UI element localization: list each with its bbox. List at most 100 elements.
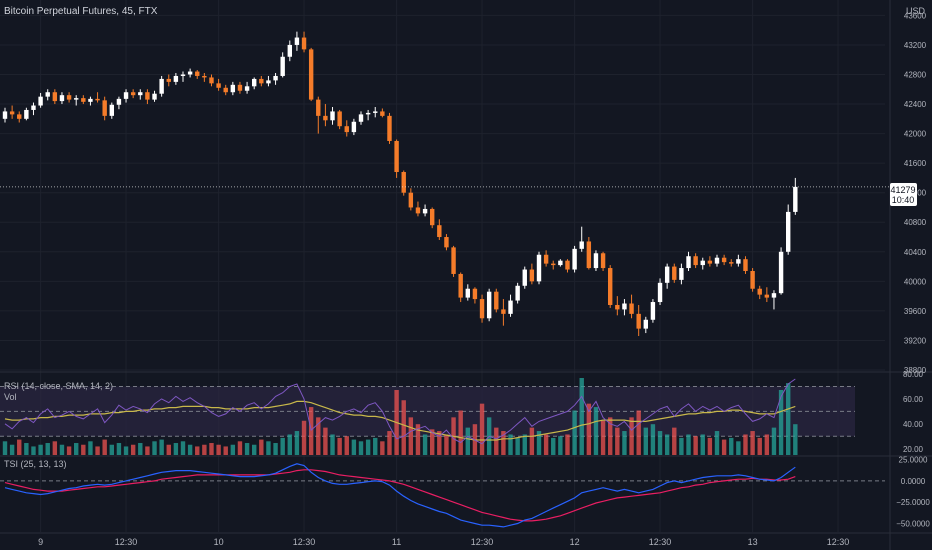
volume-bar — [693, 436, 698, 455]
volume-bar — [565, 434, 570, 455]
volume-bar — [138, 443, 143, 455]
candle — [430, 207, 435, 229]
candle — [622, 299, 627, 316]
candle-body — [373, 111, 378, 113]
candle — [365, 109, 371, 121]
candle — [401, 170, 406, 196]
candle-body — [259, 78, 264, 84]
candle-body — [693, 256, 698, 266]
volume-bar — [308, 407, 314, 455]
price-tick-label: 42800 — [904, 70, 927, 79]
volume-bar — [401, 400, 406, 455]
candle-body — [102, 100, 107, 116]
volume-bar — [266, 441, 271, 455]
candle-body — [45, 92, 50, 97]
volume-bar — [479, 403, 485, 455]
candle — [615, 296, 620, 316]
candle — [729, 259, 734, 267]
volume-bar — [74, 443, 79, 455]
candle-body — [301, 37, 307, 50]
volume-bar — [252, 444, 257, 455]
last-price-value: 41279 — [890, 185, 915, 195]
candle — [408, 188, 414, 211]
candle-body — [736, 259, 741, 264]
candle-body — [586, 241, 592, 269]
candle-body — [138, 92, 143, 96]
candle — [195, 70, 200, 79]
volume-bar — [337, 437, 342, 455]
candle-body — [180, 74, 186, 76]
volume-bar — [280, 437, 285, 455]
candle — [323, 104, 328, 127]
volume-bar — [52, 441, 58, 455]
candle — [2, 107, 8, 123]
candle — [116, 96, 122, 110]
candle — [152, 90, 157, 102]
candle-body — [529, 269, 535, 282]
volume-bar — [636, 410, 641, 455]
time-tick-label: 12 — [570, 537, 580, 547]
candle — [600, 251, 606, 272]
volume-bar — [88, 441, 93, 455]
candle — [565, 259, 570, 273]
time-tick-label: 10 — [214, 537, 224, 547]
candle-body — [686, 256, 691, 269]
candle — [31, 102, 36, 116]
candle-body — [444, 237, 449, 248]
candle-body — [316, 99, 321, 116]
candle — [166, 74, 171, 87]
volume-bar — [430, 429, 435, 455]
candle — [38, 92, 43, 108]
candle — [437, 219, 442, 240]
candle — [394, 139, 399, 178]
volume-bar — [508, 434, 513, 455]
candle — [558, 259, 563, 267]
volume-bar — [259, 439, 264, 455]
candle-body — [437, 225, 442, 238]
volume-bar — [679, 437, 684, 455]
volume-bar — [422, 434, 428, 455]
candle — [415, 201, 421, 217]
tsi-title: TSI (25, 13, 13) — [4, 459, 67, 469]
volume-bar — [31, 446, 36, 455]
candle — [380, 108, 385, 118]
candle — [422, 204, 428, 217]
volume-bar — [458, 410, 463, 455]
candle — [294, 31, 300, 51]
candle — [458, 272, 463, 303]
candle — [244, 81, 250, 94]
candle-body — [430, 208, 435, 226]
volume-bar — [551, 437, 556, 455]
candle — [387, 112, 392, 144]
volume-bar — [216, 444, 221, 455]
volume-bar — [145, 446, 150, 455]
volume-bar — [700, 434, 705, 455]
candle — [24, 107, 29, 121]
candle — [643, 316, 648, 334]
candle-body — [714, 257, 720, 264]
candle-body — [636, 313, 641, 329]
price-tick-label: 43200 — [904, 41, 927, 50]
candle-body — [202, 75, 207, 78]
candle-body — [700, 260, 705, 266]
candle-body — [173, 75, 179, 82]
candle — [173, 73, 179, 85]
candle-body — [38, 96, 43, 106]
tsi-tick-label: −25.0000 — [896, 498, 930, 507]
candle — [145, 89, 150, 105]
candle — [81, 95, 86, 105]
candle-body — [394, 140, 399, 173]
volume-bar — [152, 441, 157, 455]
candle — [337, 109, 342, 130]
candle — [259, 75, 264, 87]
candle-body — [380, 111, 385, 116]
candle-body — [287, 44, 292, 57]
volume-bar — [771, 427, 777, 455]
candle-body — [494, 291, 499, 310]
candle — [9, 105, 15, 119]
candle-body — [558, 260, 563, 266]
volume-bar — [180, 441, 186, 455]
tsi-tick-label: −50.0000 — [896, 519, 930, 528]
candle — [750, 268, 755, 292]
